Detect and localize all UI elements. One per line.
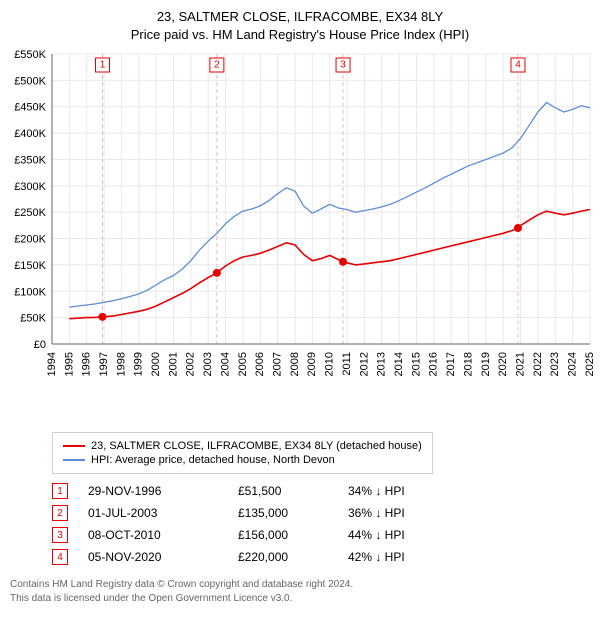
svg-text:2024: 2024 [567, 352, 579, 376]
svg-text:£350K: £350K [14, 155, 46, 167]
svg-text:£100K: £100K [14, 287, 46, 299]
sale-price: £156,000 [238, 528, 348, 542]
sale-marker: 2 [52, 505, 68, 521]
svg-text:2014: 2014 [393, 352, 405, 376]
footer-line-2: This data is licensed under the Open Gov… [10, 592, 590, 606]
svg-text:2: 2 [214, 60, 220, 71]
svg-text:2018: 2018 [462, 352, 474, 376]
svg-text:2005: 2005 [237, 352, 249, 376]
sale-delta: 34% ↓ HPI [348, 484, 458, 498]
legend-label: 23, SALTMER CLOSE, ILFRACOMBE, EX34 8LY … [91, 440, 422, 452]
svg-text:£0: £0 [34, 339, 46, 351]
svg-text:2020: 2020 [497, 352, 509, 376]
sale-delta: 42% ↓ HPI [348, 550, 458, 564]
title-line-2: Price paid vs. HM Land Registry's House … [0, 26, 600, 44]
svg-text:1995: 1995 [63, 352, 75, 376]
svg-text:2023: 2023 [549, 352, 561, 376]
chart-svg: £0 £50K £100K £150K £200K £250K £300K £350K £400… [0, 44, 600, 424]
svg-text:1999: 1999 [133, 352, 145, 376]
svg-text:2008: 2008 [289, 352, 301, 376]
svg-text:2003: 2003 [202, 352, 214, 376]
svg-text:2000: 2000 [150, 352, 162, 376]
sale-delta: 36% ↓ HPI [348, 506, 458, 520]
svg-text:£500K: £500K [14, 76, 46, 88]
svg-text:£400K: £400K [14, 128, 46, 140]
sale-date: 05-NOV-2020 [88, 550, 238, 564]
sale-row: 2 01-JUL-2003£135,00036% ↓ HPI [52, 502, 600, 524]
sale-marker: 3 [52, 527, 68, 543]
svg-text:1994: 1994 [46, 352, 58, 376]
sale-price: £51,500 [238, 484, 348, 498]
sale-price: £135,000 [238, 506, 348, 520]
svg-text:2010: 2010 [324, 352, 336, 376]
sale-delta: 44% ↓ HPI [348, 528, 458, 542]
footer-line-1: Contains HM Land Registry data © Crown c… [10, 578, 590, 592]
svg-text:2007: 2007 [272, 352, 284, 376]
title-line-1: 23, SALTMER CLOSE, ILFRACOMBE, EX34 8LY [0, 8, 600, 26]
sale-date: 08-OCT-2010 [88, 528, 238, 542]
sale-row: 4 05-NOV-2020£220,00042% ↓ HPI [52, 546, 600, 568]
svg-text:£50K: £50K [20, 313, 46, 325]
sale-row: 1 29-NOV-1996£51,50034% ↓ HPI [52, 480, 600, 502]
svg-text:1998: 1998 [115, 352, 127, 376]
svg-text:1996: 1996 [81, 352, 93, 376]
svg-text:2009: 2009 [306, 352, 318, 376]
svg-text:£550K: £550K [14, 49, 46, 61]
svg-text:£200K: £200K [14, 234, 46, 246]
legend: 23, SALTMER CLOSE, ILFRACOMBE, EX34 8LY … [52, 432, 433, 474]
svg-text:2017: 2017 [445, 352, 457, 376]
svg-text:2012: 2012 [358, 352, 370, 376]
chart-area: £0 £50K £100K £150K £200K £250K £300K £350K £400… [0, 44, 600, 424]
sale-price: £220,000 [238, 550, 348, 564]
legend-swatch [63, 445, 85, 447]
chart-container: 23, SALTMER CLOSE, ILFRACOMBE, EX34 8LY … [0, 0, 600, 605]
svg-text:2006: 2006 [254, 352, 266, 376]
sales-table: 1 29-NOV-1996£51,50034% ↓ HPI 2 01-JUL-2003… [52, 480, 600, 568]
legend-swatch [63, 459, 85, 461]
sale-marker: 1 [52, 483, 68, 499]
svg-text:2022: 2022 [532, 352, 544, 376]
title-block: 23, SALTMER CLOSE, ILFRACOMBE, EX34 8LY … [0, 0, 600, 44]
sale-marker: 4 [52, 549, 68, 565]
sale-date: 01-JUL-2003 [88, 506, 238, 520]
footer: Contains HM Land Registry data © Crown c… [10, 578, 590, 605]
svg-text:1: 1 [100, 60, 106, 71]
sale-row: 3 08-OCT-2010£156,00044% ↓ HPI [52, 524, 600, 546]
svg-text:1997: 1997 [98, 352, 110, 376]
svg-text:4: 4 [515, 60, 521, 71]
legend-item: 23, SALTMER CLOSE, ILFRACOMBE, EX34 8LY … [63, 439, 422, 453]
svg-text:£450K: £450K [14, 102, 46, 114]
svg-text:2011: 2011 [341, 352, 353, 376]
svg-text:2004: 2004 [219, 352, 231, 376]
svg-text:2015: 2015 [410, 352, 422, 376]
legend-label: HPI: Average price, detached house, Nort… [91, 454, 335, 466]
svg-text:2001: 2001 [167, 352, 179, 376]
svg-text:£300K: £300K [14, 181, 46, 193]
svg-text:£250K: £250K [14, 208, 46, 220]
svg-text:2025: 2025 [584, 352, 596, 376]
svg-text:2013: 2013 [376, 352, 388, 376]
svg-text:2016: 2016 [428, 352, 440, 376]
sale-date: 29-NOV-1996 [88, 484, 238, 498]
svg-text:2019: 2019 [480, 352, 492, 376]
svg-text:2021: 2021 [514, 352, 526, 376]
svg-text:3: 3 [340, 60, 346, 71]
svg-text:2002: 2002 [185, 352, 197, 376]
legend-item: HPI: Average price, detached house, Nort… [63, 453, 422, 467]
svg-text:£150K: £150K [14, 260, 46, 272]
